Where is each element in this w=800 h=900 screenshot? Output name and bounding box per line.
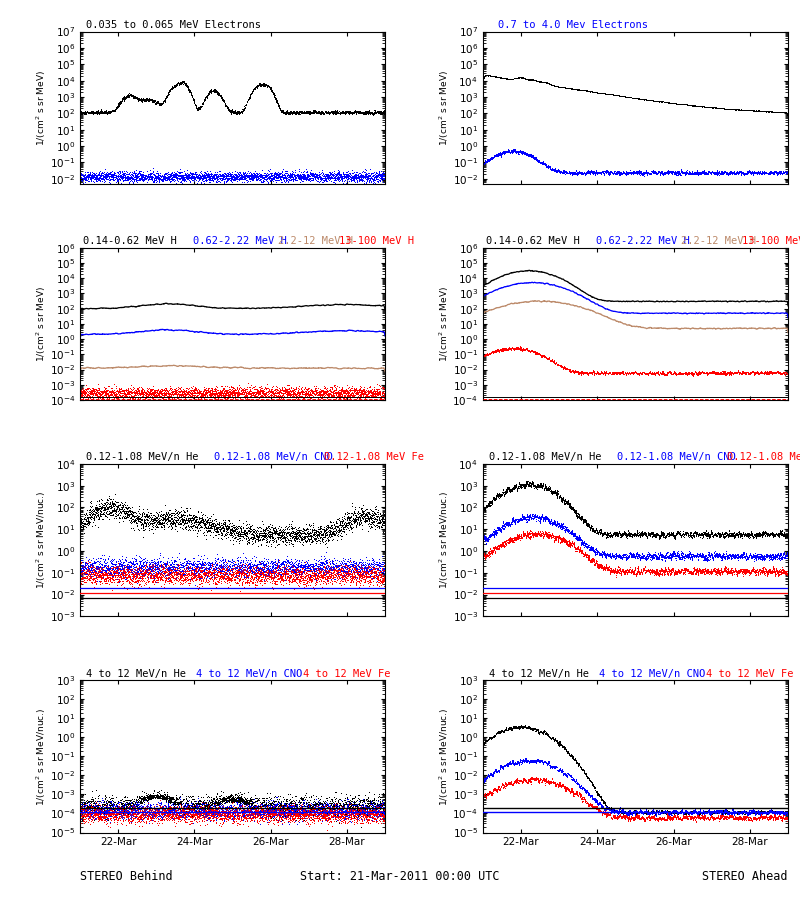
Text: 4 to 12 MeV/n He: 4 to 12 MeV/n He xyxy=(86,669,186,679)
Text: 0.62-2.22 MeV H: 0.62-2.22 MeV H xyxy=(596,236,690,247)
Text: 4 to 12 MeV/n CNO: 4 to 12 MeV/n CNO xyxy=(598,669,705,679)
Text: 0.62-2.22 MeV H: 0.62-2.22 MeV H xyxy=(193,236,286,247)
Text: Start: 21-Mar-2011 00:00 UTC: Start: 21-Mar-2011 00:00 UTC xyxy=(300,870,500,883)
Text: 0.12-1.08 MeV/n CNO: 0.12-1.08 MeV/n CNO xyxy=(214,453,333,463)
Text: 4 to 12 MeV/n CNO: 4 to 12 MeV/n CNO xyxy=(196,669,302,679)
Y-axis label: 1/(cm$^2$ s sr MeV/nuc.): 1/(cm$^2$ s sr MeV/nuc.) xyxy=(438,707,451,806)
Text: STEREO Ahead: STEREO Ahead xyxy=(702,870,788,883)
Text: STEREO Behind: STEREO Behind xyxy=(80,870,173,883)
Text: 0.12-1.08 MeV Fe: 0.12-1.08 MeV Fe xyxy=(727,453,800,463)
Text: 0.12-1.08 MeV Fe: 0.12-1.08 MeV Fe xyxy=(324,453,424,463)
Y-axis label: 1/(cm$^2$ s sr MeV): 1/(cm$^2$ s sr MeV) xyxy=(35,69,48,146)
Y-axis label: 1/(cm$^2$ s sr MeV): 1/(cm$^2$ s sr MeV) xyxy=(438,69,451,146)
Text: 0.12-1.08 MeV/n He: 0.12-1.08 MeV/n He xyxy=(86,453,198,463)
Text: 0.12-1.08 MeV/n CNO: 0.12-1.08 MeV/n CNO xyxy=(617,453,736,463)
Text: 4 to 12 MeV Fe: 4 to 12 MeV Fe xyxy=(302,669,390,679)
Text: 13-100 MeV H: 13-100 MeV H xyxy=(339,236,414,247)
Y-axis label: 1/(cm$^2$ s sr MeV): 1/(cm$^2$ s sr MeV) xyxy=(34,286,48,362)
Text: 4 to 12 MeV Fe: 4 to 12 MeV Fe xyxy=(706,669,793,679)
Text: 0.14-0.62 MeV H: 0.14-0.62 MeV H xyxy=(83,236,177,247)
Text: 0.14-0.62 MeV H: 0.14-0.62 MeV H xyxy=(486,236,580,247)
Text: 13-100 MeV H: 13-100 MeV H xyxy=(742,236,800,247)
Text: 0.7 to 4.0 Mev Electrons: 0.7 to 4.0 Mev Electrons xyxy=(498,20,648,30)
Y-axis label: 1/(cm$^2$ s sr MeV/nuc.): 1/(cm$^2$ s sr MeV/nuc.) xyxy=(34,707,48,806)
Text: 4 to 12 MeV/n He: 4 to 12 MeV/n He xyxy=(489,669,589,679)
Text: 0.035 to 0.065 MeV Electrons: 0.035 to 0.065 MeV Electrons xyxy=(86,20,261,30)
Text: 2.2-12 MeV H: 2.2-12 MeV H xyxy=(278,236,354,247)
Y-axis label: 1/(cm$^2$ s sr MeV): 1/(cm$^2$ s sr MeV) xyxy=(438,286,451,362)
Y-axis label: 1/(cm$^2$ s sr MeV/nuc.): 1/(cm$^2$ s sr MeV/nuc.) xyxy=(35,491,48,590)
Text: 0.12-1.08 MeV/n He: 0.12-1.08 MeV/n He xyxy=(489,453,602,463)
Y-axis label: 1/(cm$^2$ s sr MeV/nuc.): 1/(cm$^2$ s sr MeV/nuc.) xyxy=(438,491,451,590)
Text: 2.2-12 MeV H: 2.2-12 MeV H xyxy=(681,236,756,247)
